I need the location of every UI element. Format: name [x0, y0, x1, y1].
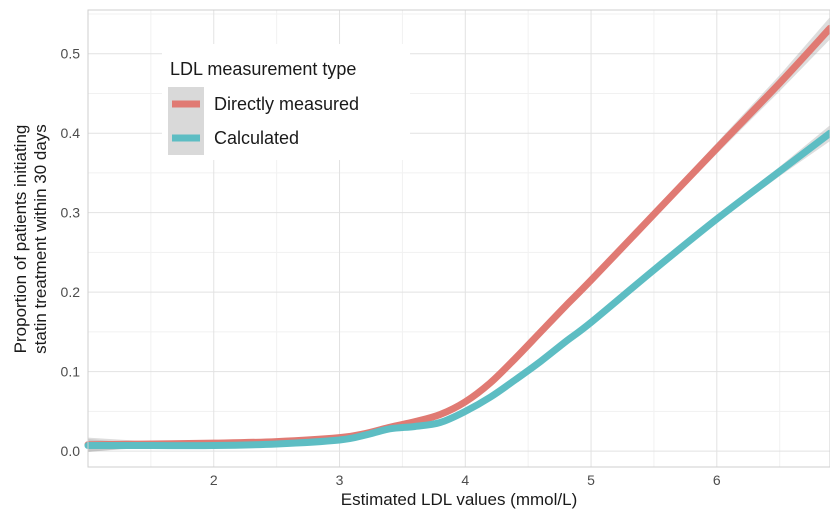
series-lines: [84, 24, 830, 450]
y-axis-label-line-1: Proportion of patients initiating: [11, 125, 30, 354]
y-tick-label: 0.2: [61, 284, 81, 300]
y-tick-label: 0.3: [61, 205, 81, 221]
y-tick-label: 0.1: [61, 364, 81, 380]
x-tick-label: 2: [210, 472, 218, 488]
plot-frame: [87, 9, 830, 468]
y-tick-label: 0.5: [61, 46, 81, 62]
legend: LDL measurement type Directly measured C…: [162, 44, 410, 160]
legend-title: LDL measurement type: [170, 59, 356, 79]
series-line-calculated: [84, 129, 830, 450]
x-tick-label: 4: [461, 472, 469, 488]
y-axis-ticks: 0.0 0.1 0.2 0.3 0.4 0.5: [61, 46, 81, 459]
legend-label-directly-measured: Directly measured: [214, 94, 359, 114]
x-axis-ticks: 2 3 4 5 6: [210, 472, 721, 488]
x-tick-label: 5: [587, 472, 595, 488]
y-tick-label: 0.4: [61, 125, 81, 141]
x-tick-label: 3: [336, 472, 344, 488]
x-tick-label: 6: [713, 472, 721, 488]
x-axis-label: Estimated LDL values (mmol/L): [341, 490, 578, 509]
y-axis-label-line-2: statin treatment within 30 days: [31, 124, 50, 354]
y-tick-label: 0.0: [61, 443, 81, 459]
legend-label-calculated: Calculated: [214, 128, 299, 148]
